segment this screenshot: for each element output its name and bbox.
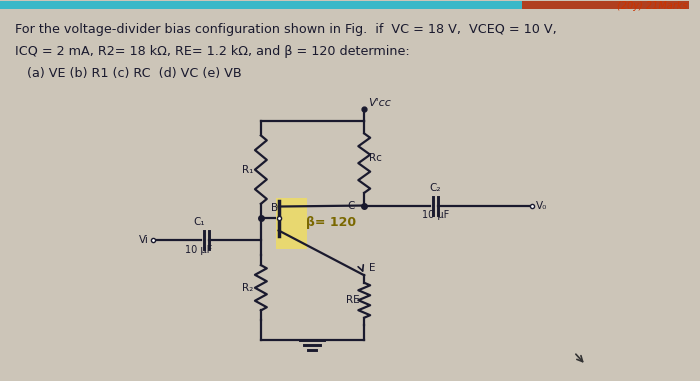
Text: V₀: V₀ — [536, 200, 547, 211]
Text: R₁: R₁ — [241, 165, 253, 174]
Text: For the voltage-divider bias configuration shown in Fig.  if  VC = 18 V,  VCEQ =: For the voltage-divider bias configurati… — [15, 23, 557, 36]
Text: ICQ = 2 mA, R2= 18 kΩ, RE= 1.2 kΩ, and β = 120 determine:: ICQ = 2 mA, R2= 18 kΩ, RE= 1.2 kΩ, and β… — [15, 45, 409, 58]
Text: 10 μF: 10 μF — [186, 245, 213, 255]
Text: C₂: C₂ — [429, 182, 441, 192]
Text: B: B — [271, 203, 278, 213]
Text: V'cc: V'cc — [368, 98, 391, 108]
Bar — [522, 1, 689, 9]
Text: E: E — [369, 263, 376, 273]
Text: (a) VE (b) R1 (c) RC  (d) VC (e) VB: (a) VE (b) R1 (c) RC (d) VC (e) VB — [15, 67, 241, 80]
FancyBboxPatch shape — [276, 198, 307, 250]
Text: Vi: Vi — [139, 235, 148, 245]
Text: C₁: C₁ — [193, 218, 204, 227]
Text: (20y) 21Marks: (20y) 21Marks — [617, 1, 687, 11]
Text: 10 μF: 10 μF — [421, 210, 449, 221]
Text: β= 120: β= 120 — [306, 216, 356, 229]
Text: RE: RE — [346, 295, 359, 305]
Text: Rc: Rc — [369, 153, 382, 163]
Text: C: C — [347, 200, 354, 211]
Bar — [0, 1, 522, 9]
Text: R₂: R₂ — [241, 283, 253, 293]
